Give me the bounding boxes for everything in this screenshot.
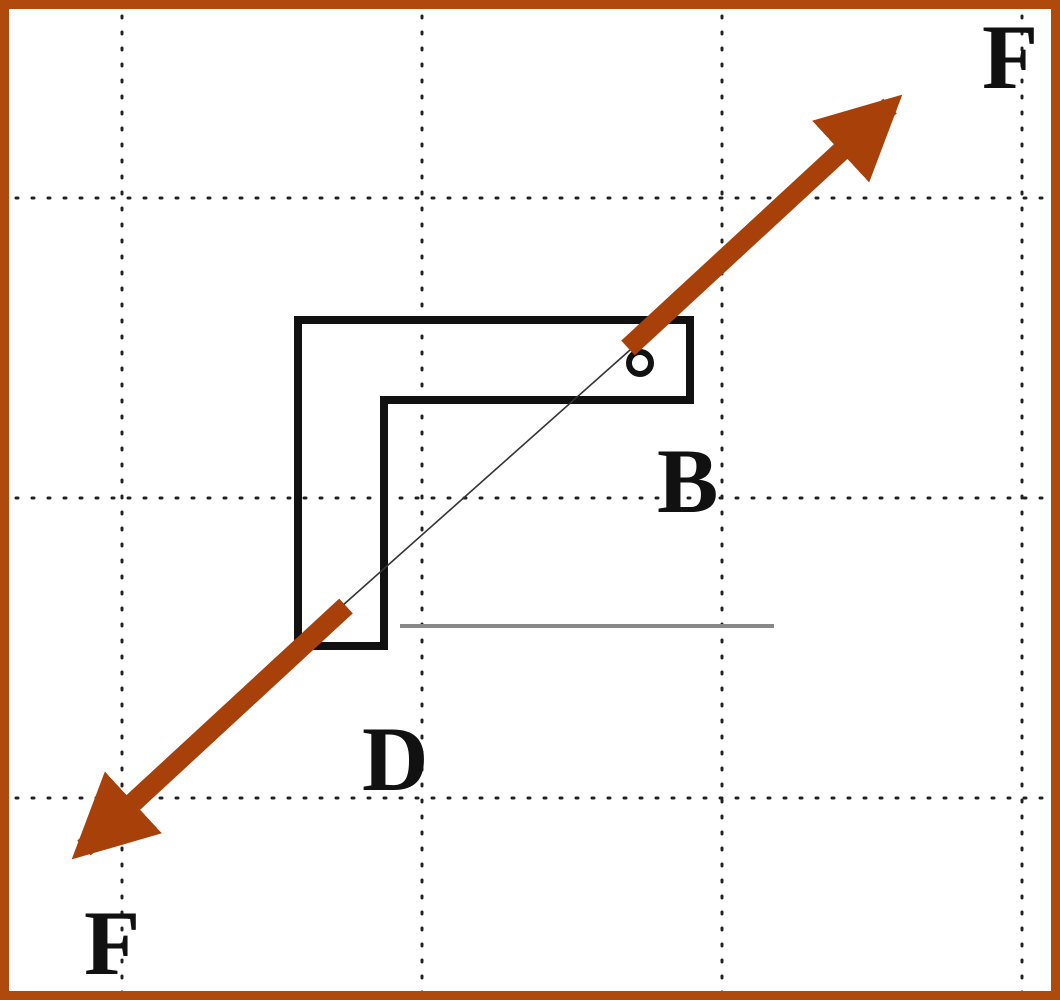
force-arrow-upper — [628, 106, 890, 348]
label-point-d: D — [362, 708, 428, 810]
label-force-bottom: F — [84, 892, 140, 994]
label-force-top: F — [982, 6, 1038, 108]
pivot-b — [629, 352, 651, 374]
label-point-b: B — [657, 430, 718, 532]
